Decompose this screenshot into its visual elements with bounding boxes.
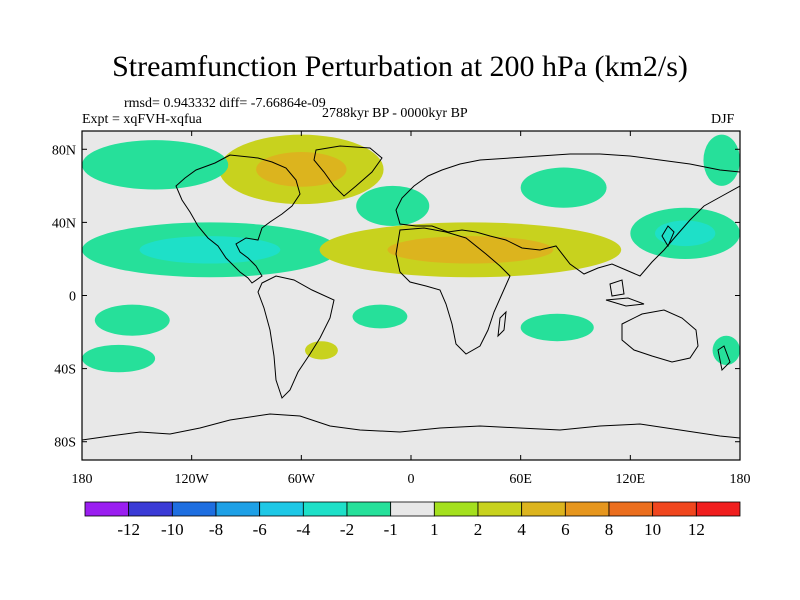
x-tick-label: 0 xyxy=(408,472,415,487)
experiment-label: Expt = xqFVH-xqfua xyxy=(82,112,202,127)
coastlines xyxy=(82,145,740,441)
region-arctic-east xyxy=(703,134,740,186)
colorbar-label: -8 xyxy=(209,520,223,539)
x-tick-label: 120E xyxy=(616,472,646,487)
coast-new-zealand xyxy=(717,345,731,372)
colorbar-swatch xyxy=(171,501,217,517)
region-core-tropical-pacific-band xyxy=(139,236,281,264)
region-indian-ocean xyxy=(520,313,594,342)
colorbar-swatch xyxy=(215,501,261,517)
x-tick-label: 60E xyxy=(509,472,532,487)
colorbar-swatch xyxy=(652,501,697,517)
coast-europe-asia xyxy=(395,153,740,277)
coast-greenland xyxy=(313,145,383,197)
region-australia-east xyxy=(712,335,740,365)
colorbar: -12 -10 -8 -6 -4 -2 -1 1 2 4 6 8 10 12 xyxy=(84,501,741,539)
colorbar-label: 4 xyxy=(517,520,526,539)
coast-japan xyxy=(661,225,675,248)
colorbar-label: 12 xyxy=(688,520,705,539)
colorbar-swatch xyxy=(477,501,523,517)
y-tick-label: 40N xyxy=(52,216,76,231)
x-tick-label: 180 xyxy=(730,472,751,487)
colorbar-swatch xyxy=(84,501,130,517)
colorbar-swatch xyxy=(521,501,566,517)
region-core-north-africa-asia-band xyxy=(387,236,554,264)
colorbar-label: 8 xyxy=(605,520,614,539)
coast-antarctica xyxy=(82,413,740,441)
colorbar-label: -2 xyxy=(340,520,354,539)
colorbar-swatch xyxy=(302,501,348,517)
coast-madagascar xyxy=(497,310,507,338)
region-north-pacific-arctic xyxy=(82,140,229,190)
colorbar-swatch xyxy=(564,501,610,517)
stats-text: rmsd= 0.943332 diff= -7.66864e-09 xyxy=(124,96,326,111)
contour-regions xyxy=(82,134,740,373)
x-tick-label: 180 xyxy=(72,472,93,487)
coast-africa xyxy=(395,227,511,355)
y-tick-label: 80N xyxy=(52,143,76,158)
x-tick-label: 60W xyxy=(288,472,316,487)
period-label: 2788kyr BP - 0000kyr BP xyxy=(322,106,468,121)
region-core-north-america-arctic xyxy=(256,152,347,187)
colorbar-swatch xyxy=(346,501,392,517)
colorbar-swatch xyxy=(128,501,173,517)
colorbar-swatch xyxy=(259,501,304,517)
colorbar-swatch xyxy=(608,501,654,517)
x-tick-label: 120W xyxy=(175,472,210,487)
y-tick-label: 40S xyxy=(54,363,76,378)
region-north-asia xyxy=(520,167,607,208)
colorbar-label: 2 xyxy=(474,520,483,539)
chart-title: Streamfunction Perturbation at 200 hPa (… xyxy=(112,50,688,83)
coast-australia xyxy=(621,309,699,363)
region-core-east-asia-pacific xyxy=(655,220,716,247)
region-south-pacific xyxy=(94,304,170,336)
colorbar-swatch xyxy=(390,501,435,517)
colorbar-label: -6 xyxy=(253,520,267,539)
coast-south-america xyxy=(257,275,335,399)
y-tick-label: 80S xyxy=(54,436,76,451)
region-southeast-pacific xyxy=(82,344,156,373)
colorbar-label: -10 xyxy=(161,520,184,539)
axes: 180 120W 60W 0 60E 120E 180 80N 40N 0 40S 80S xyxy=(52,131,751,487)
coast-north-america xyxy=(175,154,301,284)
coast-indonesia xyxy=(605,279,645,307)
region-south-america xyxy=(304,341,338,360)
season-label: DJF xyxy=(711,112,735,127)
colorbar-label: 10 xyxy=(644,520,661,539)
colorbar-swatch xyxy=(433,501,479,517)
colorbar-swatch xyxy=(695,501,741,517)
y-tick-label: 0 xyxy=(69,290,76,305)
colorbar-label: -4 xyxy=(296,520,311,539)
colorbar-label: 1 xyxy=(430,520,439,539)
colorbar-label: -1 xyxy=(384,520,398,539)
region-north-atlantic xyxy=(356,185,430,227)
colorbar-label: 6 xyxy=(561,520,570,539)
region-south-atlantic xyxy=(352,304,408,329)
colorbar-label: -12 xyxy=(117,520,140,539)
